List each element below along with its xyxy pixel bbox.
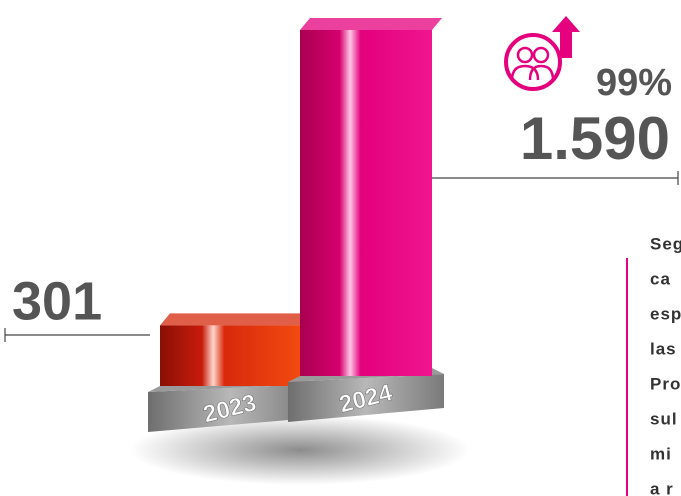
bar	[160, 325, 300, 386]
side-text-line: sul	[650, 409, 678, 428]
pedestal	[288, 374, 444, 422]
bar-top	[160, 313, 310, 326]
annotation: 99%	[596, 62, 672, 104]
side-text-line: ca	[650, 269, 671, 288]
bar-top	[300, 18, 442, 30]
side-text-line: esp	[650, 304, 681, 323]
side-text-line: las	[650, 339, 677, 358]
value-label: 1.590	[520, 105, 670, 172]
side-text-line: Pro	[650, 374, 681, 393]
value-label: 301	[12, 271, 102, 331]
side-text-line: a r	[650, 479, 674, 496]
people-icon	[504, 16, 580, 91]
pedestal	[148, 384, 312, 432]
side-text: Seg ca esp las Pro sul mi a r	[650, 234, 681, 496]
side-text-line: mi	[650, 444, 672, 463]
side-text-line: Seg	[650, 234, 681, 253]
bar	[300, 30, 432, 376]
shadow	[130, 415, 470, 485]
bars: 2023 2024	[148, 18, 444, 432]
